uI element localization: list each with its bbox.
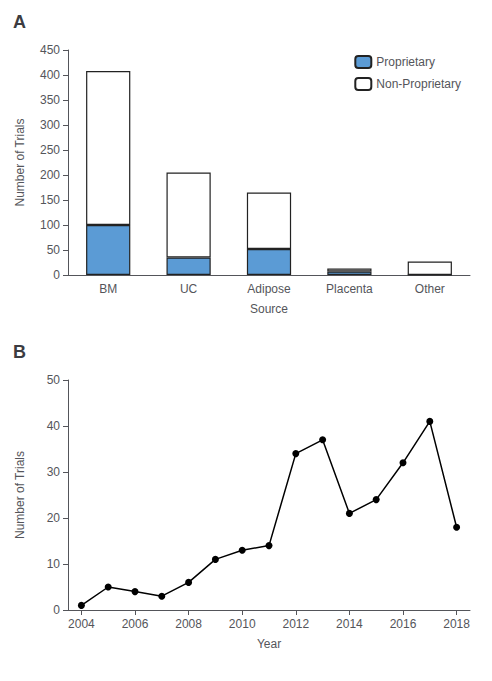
- svg-text:150: 150: [40, 193, 60, 207]
- svg-text:400: 400: [40, 68, 60, 82]
- svg-text:Non-Proprietary: Non-Proprietary: [376, 77, 461, 91]
- svg-text:Placenta: Placenta: [326, 282, 373, 296]
- svg-text:2014: 2014: [336, 617, 363, 631]
- svg-text:Number of Trials: Number of Trials: [13, 451, 27, 539]
- svg-text:30: 30: [47, 465, 61, 479]
- svg-text:2006: 2006: [122, 617, 149, 631]
- svg-text:50: 50: [47, 243, 61, 257]
- svg-text:10: 10: [47, 557, 61, 571]
- svg-text:B: B: [13, 342, 26, 362]
- svg-text:UC: UC: [180, 282, 198, 296]
- svg-text:Proprietary: Proprietary: [376, 55, 435, 69]
- svg-text:2008: 2008: [175, 617, 202, 631]
- svg-text:2010: 2010: [229, 617, 256, 631]
- svg-text:BM: BM: [99, 282, 117, 296]
- svg-text:200: 200: [40, 168, 60, 182]
- svg-text:0: 0: [53, 268, 60, 282]
- svg-text:0: 0: [53, 603, 60, 617]
- svg-text:Other: Other: [415, 282, 445, 296]
- svg-text:350: 350: [40, 93, 60, 107]
- svg-text:250: 250: [40, 143, 60, 157]
- svg-text:50: 50: [47, 373, 61, 387]
- svg-text:A: A: [13, 12, 26, 32]
- svg-text:100: 100: [40, 218, 60, 232]
- svg-text:Year: Year: [257, 637, 281, 651]
- svg-text:2016: 2016: [390, 617, 417, 631]
- svg-text:Source: Source: [250, 302, 288, 316]
- svg-text:Number of Trials: Number of Trials: [13, 118, 27, 206]
- svg-text:300: 300: [40, 118, 60, 132]
- svg-text:2012: 2012: [282, 617, 309, 631]
- svg-text:450: 450: [40, 43, 60, 57]
- svg-text:40: 40: [47, 419, 61, 433]
- svg-text:2018: 2018: [443, 617, 470, 631]
- svg-text:20: 20: [47, 511, 61, 525]
- svg-text:2004: 2004: [68, 617, 95, 631]
- svg-text:Adipose: Adipose: [247, 282, 291, 296]
